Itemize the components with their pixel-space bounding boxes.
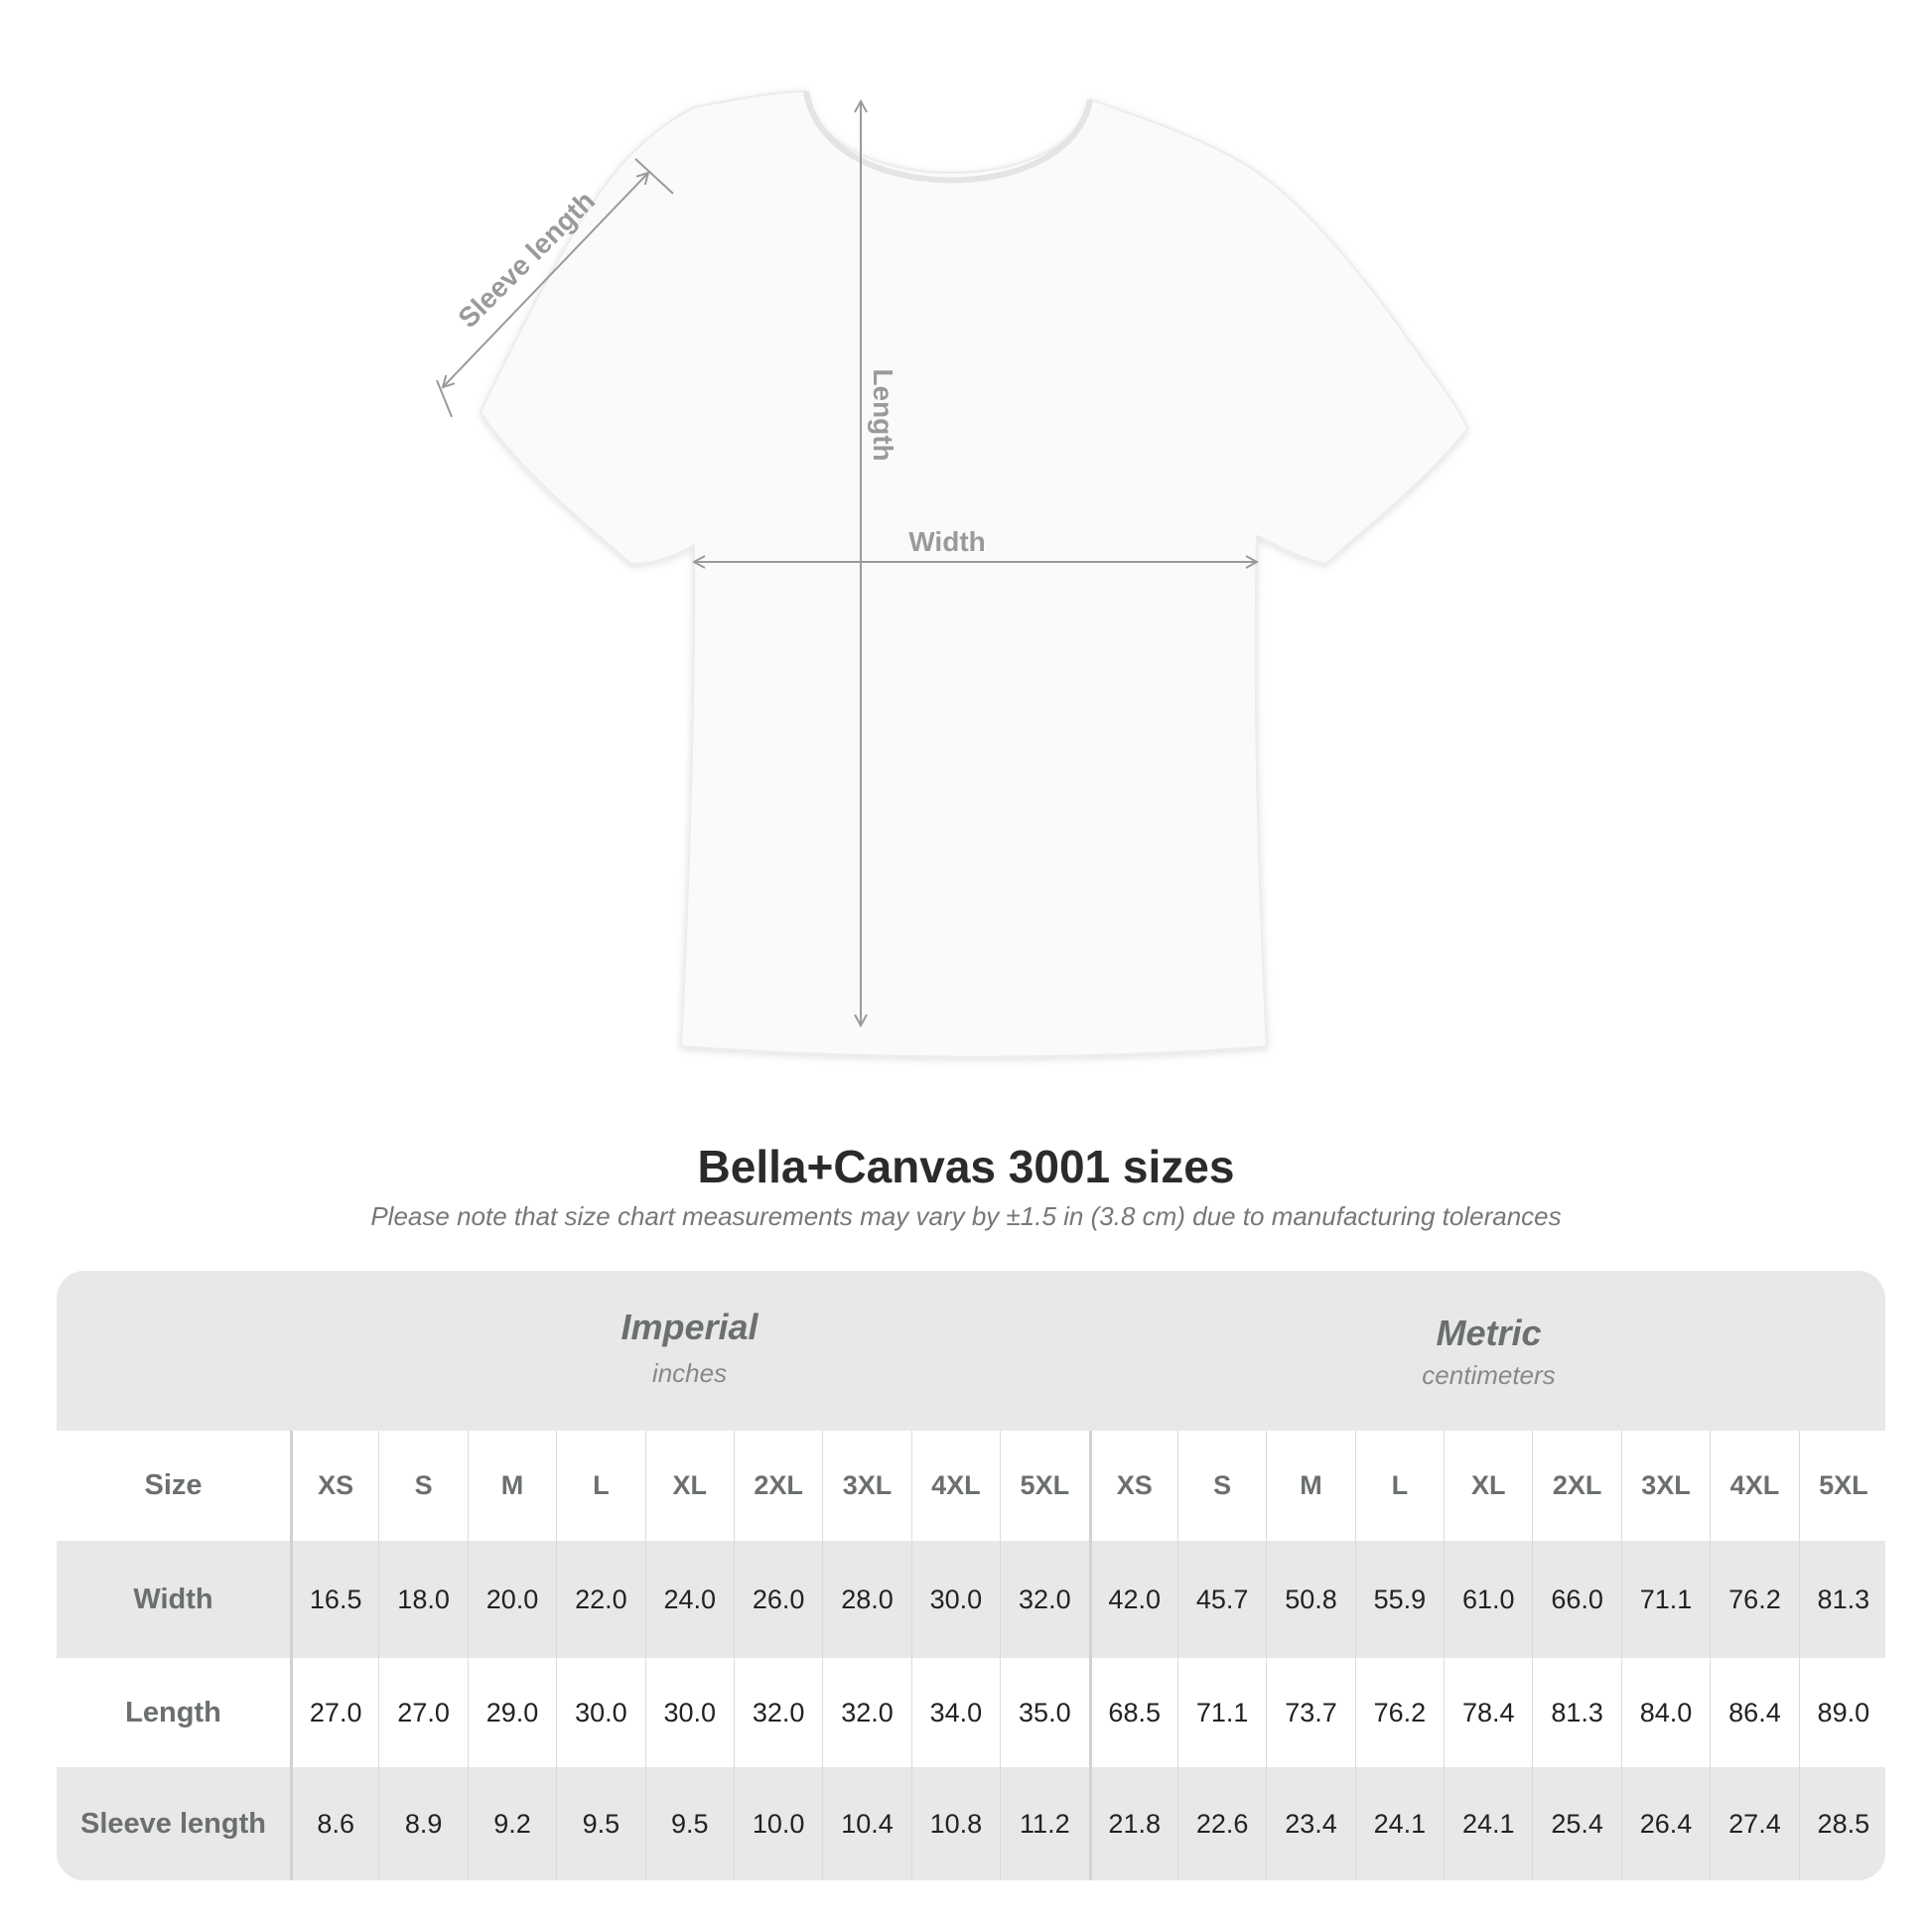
row-label: Width — [133, 1583, 213, 1615]
value-cell-imperial: 27.0 — [378, 1658, 467, 1767]
row-label: Sleeve length — [80, 1807, 266, 1840]
value-cell-imperial: 32.0 — [822, 1658, 910, 1767]
value-cell-metric: 66.0 — [1532, 1541, 1620, 1658]
value-cell-imperial: 9.5 — [556, 1767, 644, 1880]
value-cell-metric: 81.3 — [1532, 1658, 1620, 1767]
value-cell-imperial: 9.5 — [644, 1767, 734, 1880]
value-cell-imperial: 18.0 — [378, 1541, 467, 1658]
value-cell-imperial: 24.0 — [644, 1541, 734, 1658]
value-cell-metric: 26.4 — [1620, 1767, 1710, 1880]
value-cell-metric: 25.4 — [1532, 1767, 1620, 1880]
size-header-metric: L — [1354, 1431, 1444, 1541]
value-cell-imperial: 10.0 — [733, 1767, 822, 1880]
value-cell-imperial: 10.4 — [822, 1767, 910, 1880]
size-header-imperial: 2XL — [733, 1431, 822, 1541]
value-cell-metric: 68.5 — [1088, 1658, 1177, 1767]
size-header-metric: XL — [1444, 1431, 1532, 1541]
value-cell-metric: 78.4 — [1444, 1658, 1532, 1767]
value-cell-imperial: 11.2 — [1000, 1767, 1088, 1880]
metric-header: Metric centimeters — [1089, 1271, 1885, 1431]
size-table: Imperial inches Metric centimeters Size X… — [57, 1271, 1885, 1880]
value-cell-imperial: 34.0 — [910, 1658, 1000, 1767]
value-cell-imperial: 32.0 — [733, 1658, 822, 1767]
sleeve-arrow — [443, 173, 648, 387]
size-header-imperial: 4XL — [910, 1431, 1000, 1541]
value-cell-metric: 61.0 — [1444, 1541, 1532, 1658]
value-cell-metric: 50.8 — [1266, 1541, 1354, 1658]
value-cell-metric: 84.0 — [1620, 1658, 1710, 1767]
metric-title: Metric — [1436, 1312, 1542, 1353]
value-cell-imperial: 10.8 — [910, 1767, 1000, 1880]
value-cell-metric: 28.5 — [1798, 1767, 1885, 1880]
value-cell-imperial: 32.0 — [1000, 1541, 1088, 1658]
value-cell-metric: 71.1 — [1620, 1541, 1710, 1658]
value-cell-imperial: 22.0 — [556, 1541, 644, 1658]
imperial-title: Imperial — [621, 1307, 759, 1347]
size-header-imperial: XL — [644, 1431, 734, 1541]
size-header-metric: 2XL — [1532, 1431, 1620, 1541]
value-cell-metric: 27.4 — [1710, 1767, 1798, 1880]
size-header-imperial: 5XL — [1000, 1431, 1088, 1541]
value-cell-imperial: 9.2 — [467, 1767, 556, 1880]
value-cell-metric: 45.7 — [1176, 1541, 1266, 1658]
width-label: Width — [908, 526, 986, 557]
size-header-metric: 3XL — [1620, 1431, 1710, 1541]
size-header-row: Size XS S M L XL 2XL 3XL 4XL 5XL XS S M L XL 2XL 3XL 4XL 5… — [57, 1431, 1885, 1541]
value-cell-metric: 81.3 — [1798, 1541, 1885, 1658]
tshirt-shape — [479, 89, 1469, 1058]
imperial-unit: inches — [651, 1358, 728, 1388]
size-header-metric: 5XL — [1798, 1431, 1885, 1541]
value-cell-imperial: 30.0 — [910, 1541, 1000, 1658]
value-cell-imperial: 27.0 — [290, 1658, 378, 1767]
tolerance-note: Please note that size chart measurements… — [370, 1201, 1562, 1231]
value-cell-imperial: 35.0 — [1000, 1658, 1088, 1767]
value-cell-imperial: 8.6 — [290, 1767, 378, 1880]
length-label: Length — [868, 368, 898, 461]
sleeve-tick — [436, 379, 453, 418]
value-cell-metric: 89.0 — [1798, 1658, 1885, 1767]
size-header-metric: S — [1176, 1431, 1266, 1541]
value-cell-imperial: 16.5 — [290, 1541, 378, 1658]
table-row: Length 27.0 27.0 29.0 30.0 30.0 32.0 32.0 34.0 35… — [57, 1658, 1885, 1767]
page-title: Bella+Canvas 3001 sizes — [697, 1141, 1235, 1192]
value-cell-imperial: 30.0 — [644, 1658, 734, 1767]
table-row: Width 16.5 18.0 20.0 22.0 24.0 26.0 28.0 30.0 32.… — [57, 1541, 1885, 1658]
value-cell-metric: 21.8 — [1088, 1767, 1177, 1880]
value-cell-metric: 23.4 — [1266, 1767, 1354, 1880]
value-cell-imperial: 26.0 — [733, 1541, 822, 1658]
value-cell-imperial: 20.0 — [467, 1541, 556, 1658]
collar — [803, 90, 1093, 184]
size-header-imperial: S — [378, 1431, 467, 1541]
value-cell-metric: 42.0 — [1088, 1541, 1177, 1658]
table-row: Sleeve length 8.6 8.9 9.2 9.5 9.5 10.0 10.4 10.8… — [57, 1767, 1885, 1880]
value-cell-metric: 73.7 — [1266, 1658, 1354, 1767]
tshirt-diagram: Sleeve length Length Width — [436, 89, 1469, 1058]
value-cell-imperial: 29.0 — [467, 1658, 556, 1767]
size-label: Size — [144, 1469, 203, 1501]
value-cell-imperial: 8.9 — [378, 1767, 467, 1880]
value-cell-metric: 22.6 — [1176, 1767, 1266, 1880]
size-header-imperial: M — [467, 1431, 556, 1541]
value-cell-metric: 55.9 — [1354, 1541, 1444, 1658]
imperial-header: Imperial inches — [290, 1271, 1089, 1431]
value-cell-metric: 86.4 — [1710, 1658, 1798, 1767]
value-cell-imperial: 28.0 — [822, 1541, 910, 1658]
size-header-imperial: XS — [290, 1431, 378, 1541]
value-cell-metric: 71.1 — [1176, 1658, 1266, 1767]
row-label: Length — [125, 1696, 221, 1728]
size-header-metric: XS — [1088, 1431, 1177, 1541]
value-cell-metric: 24.1 — [1444, 1767, 1532, 1880]
value-cell-imperial: 30.0 — [556, 1658, 644, 1767]
metric-unit: centimeters — [1422, 1360, 1556, 1390]
value-cell-metric: 76.2 — [1710, 1541, 1798, 1658]
sleeve-tick — [634, 158, 674, 195]
value-cell-metric: 76.2 — [1354, 1658, 1444, 1767]
value-cell-metric: 24.1 — [1354, 1767, 1444, 1880]
size-header-metric: M — [1266, 1431, 1354, 1541]
size-header-imperial: L — [556, 1431, 644, 1541]
size-header-metric: 4XL — [1710, 1431, 1798, 1541]
size-header-imperial: 3XL — [822, 1431, 910, 1541]
